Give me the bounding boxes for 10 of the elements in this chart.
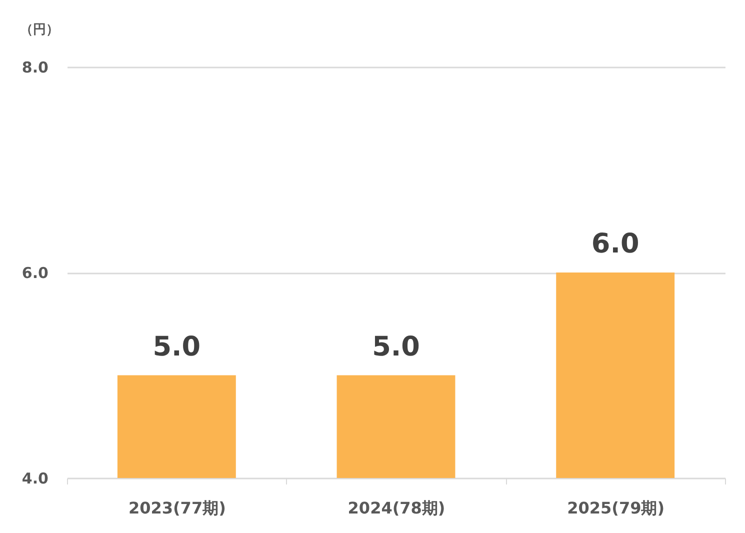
x-tick-label: 2023(77期) <box>128 498 226 518</box>
data-label: 6.0 <box>591 228 640 260</box>
y-axis-title: （円） <box>20 22 59 38</box>
data-label: 5.0 <box>152 331 201 362</box>
y-tick-label: 8.0 <box>22 58 48 76</box>
y-tick-label: 6.0 <box>22 264 48 282</box>
y-tick-label: 4.0 <box>22 470 48 488</box>
data-label: 5.0 <box>372 331 420 362</box>
x-tick-label: 2024(78期) <box>348 498 446 518</box>
x-tick-label: 2025(79期) <box>567 498 665 518</box>
